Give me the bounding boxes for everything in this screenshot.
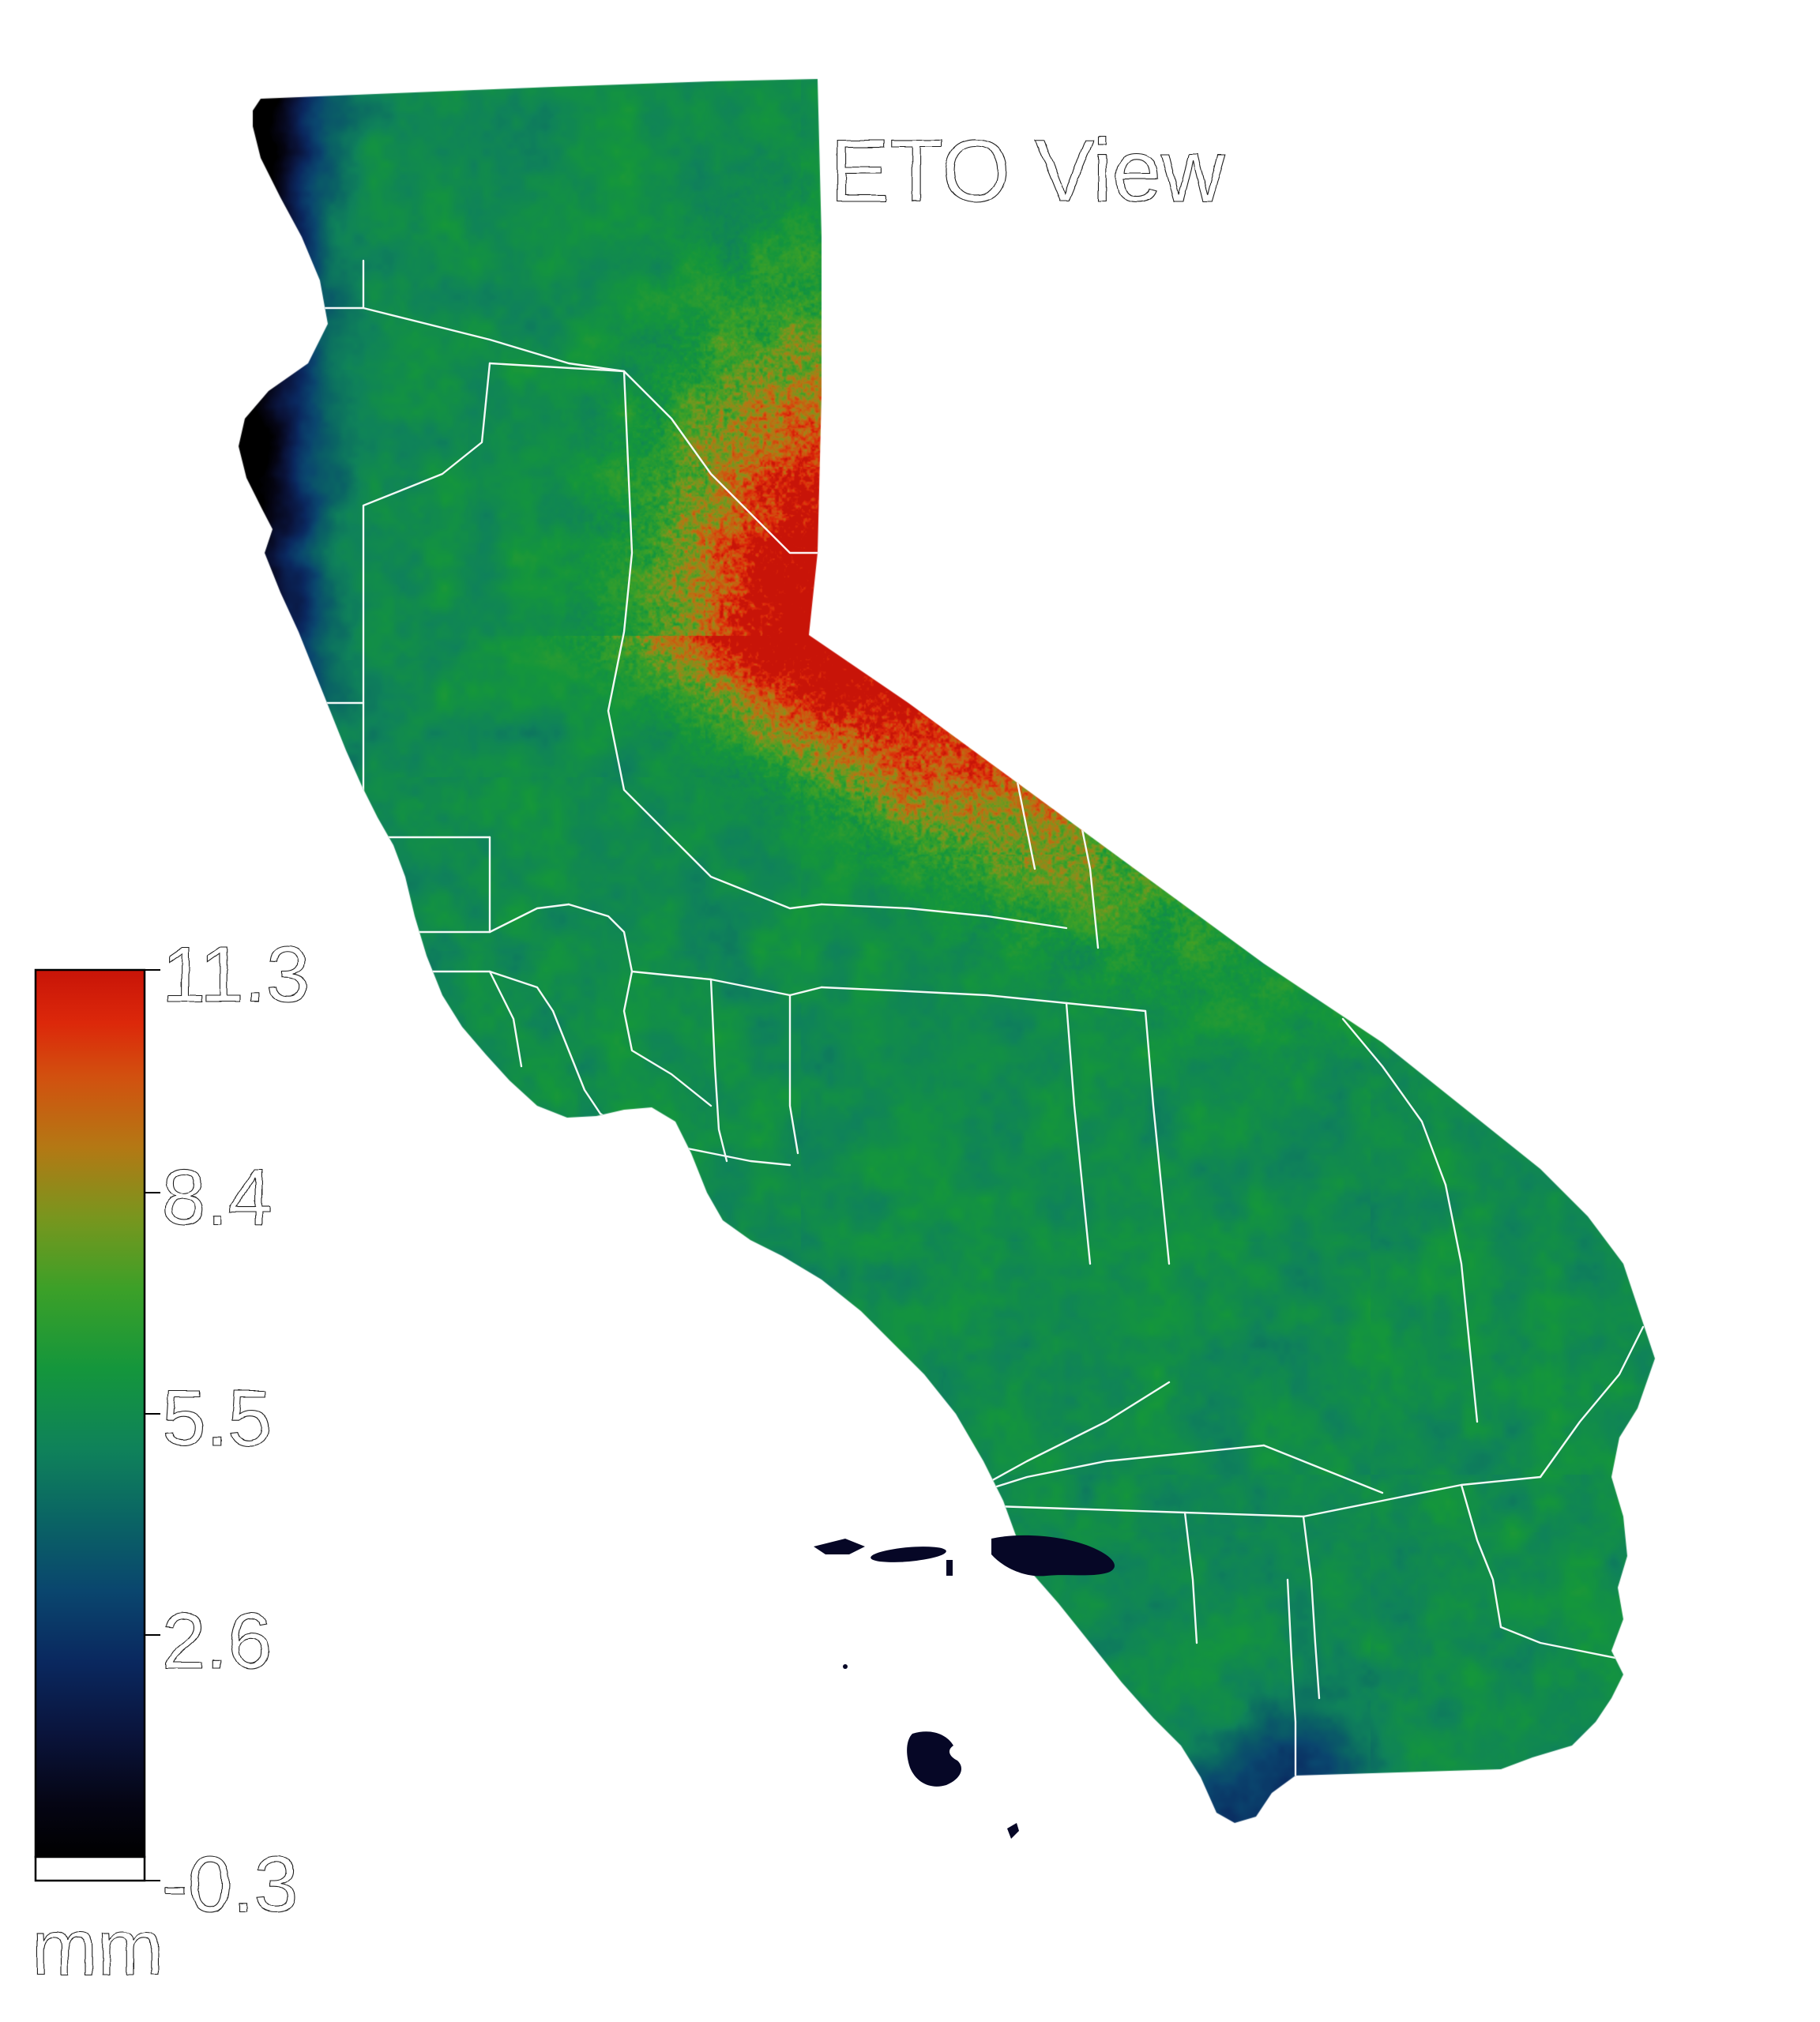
svg-text:-0.3: -0.3: [162, 1840, 298, 1929]
svg-text:5.5: 5.5: [162, 1374, 272, 1463]
svg-text:mm: mm: [32, 1904, 164, 1992]
svg-text:11.3: 11.3: [162, 930, 310, 1019]
svg-text:ETO View: ETO View: [830, 122, 1226, 220]
svg-text:8.4: 8.4: [162, 1153, 272, 1242]
svg-text:2.6: 2.6: [162, 1597, 272, 1686]
